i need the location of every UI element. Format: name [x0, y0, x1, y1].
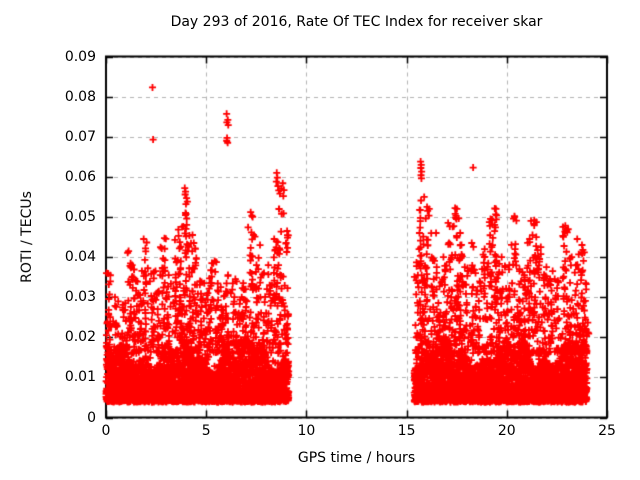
y-axis-label: ROTI / TECUs [19, 191, 35, 283]
y-tick-label: 0.06 [64, 168, 96, 185]
y-tick-label: 0.03 [64, 289, 96, 306]
y-tick-label: 0.09 [64, 48, 96, 65]
x-tick-label: 15 [397, 423, 416, 439]
x-tick-label: 20 [497, 423, 516, 439]
y-tick-label: 0.08 [64, 88, 96, 105]
chart-title: Day 293 of 2016, Rate Of TEC Index for r… [170, 14, 543, 30]
x-axis-label: GPS time / hours [297, 450, 416, 466]
x-tick-label: 25 [598, 423, 616, 439]
x-tick-label: 5 [201, 423, 211, 439]
y-tick-label: 0.01 [64, 369, 96, 386]
y-tick-label: 0.02 [64, 329, 96, 346]
x-tick-label: 0 [101, 423, 111, 439]
y-tick-label: 0.07 [64, 128, 96, 145]
x-tick-label: 10 [297, 423, 316, 439]
y-tick-label: 0.05 [64, 208, 96, 225]
y-tick-label: 0 [87, 409, 96, 426]
y-tick-label: 0.04 [64, 249, 96, 266]
